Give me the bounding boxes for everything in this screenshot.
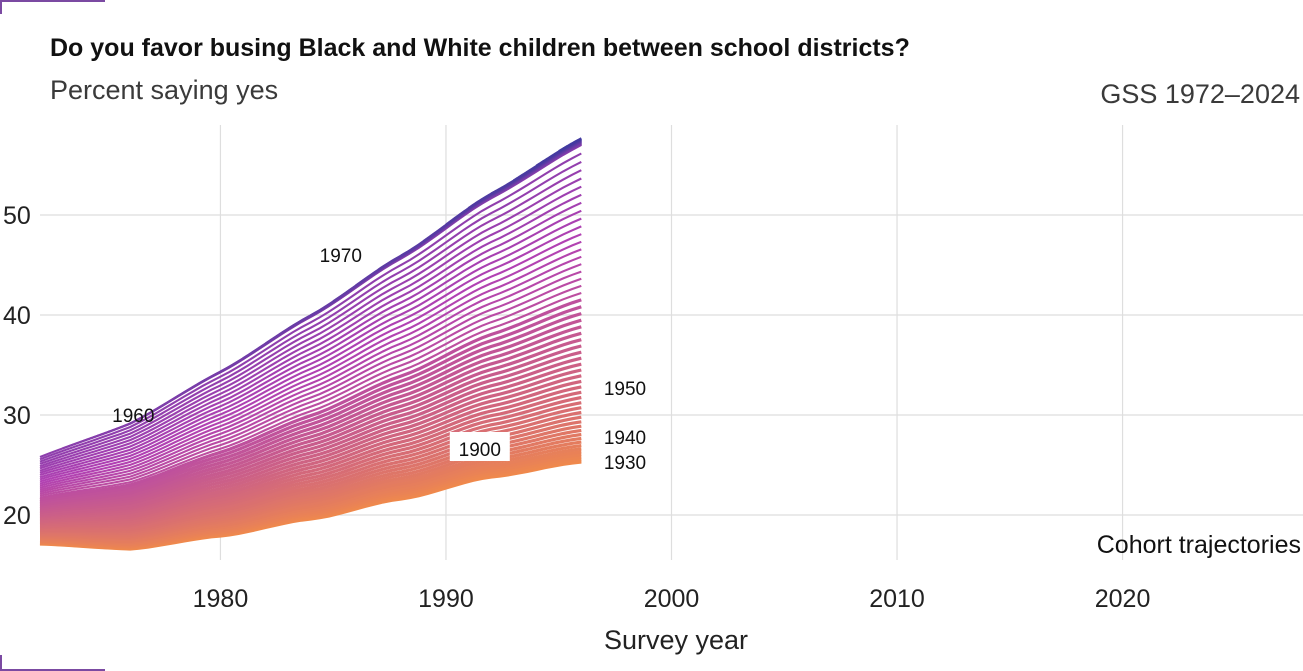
cohort-line-1942 bbox=[39, 240, 582, 485]
x-tick-label-2010: 2010 bbox=[869, 585, 925, 613]
cohort-line-1924 bbox=[39, 362, 582, 519]
panel-label: Cohort trajectories bbox=[1097, 531, 1301, 559]
cohort-line-1930 bbox=[39, 325, 582, 509]
corner-mark-bottom bbox=[0, 669, 105, 671]
cohort-line-1921 bbox=[39, 379, 582, 524]
corner-mark-bottom-vertical bbox=[0, 655, 2, 671]
cohort-line-1936 bbox=[39, 284, 582, 497]
cohort-line-1953 bbox=[39, 152, 582, 461]
cohort-line-1917 bbox=[39, 401, 582, 530]
cohort-line-1923 bbox=[39, 368, 582, 521]
cohort-label-1950: 1950 bbox=[604, 379, 646, 400]
cohort-line-1925 bbox=[39, 356, 582, 518]
cohort-line-1950 bbox=[39, 177, 582, 468]
cohort-line-1952 bbox=[39, 160, 582, 463]
x-axis-title: Survey year bbox=[604, 625, 748, 655]
cohort-line-1977 bbox=[558, 137, 582, 153]
cohort-line-1929 bbox=[39, 331, 582, 511]
cohort-line-1943 bbox=[39, 233, 582, 483]
cohort-line-1949 bbox=[39, 185, 582, 470]
cohort-line-1919 bbox=[39, 390, 582, 527]
cohort-line-1926 bbox=[39, 350, 582, 516]
cohort-labels: 1900 1930 1940 1950 1960 1970 bbox=[112, 246, 646, 474]
cohort-line-1935 bbox=[39, 292, 582, 499]
cohort-line-1940 bbox=[39, 255, 582, 489]
cohort-line-1938 bbox=[39, 270, 582, 493]
cohort-line-1933 bbox=[39, 305, 582, 503]
cohort-line-1947 bbox=[39, 201, 582, 474]
cohort-label-background-1900 bbox=[449, 432, 510, 461]
x-tick-label-2020: 2020 bbox=[1095, 585, 1151, 613]
x-tick-label-1980: 1980 bbox=[193, 585, 249, 613]
cohort-label-1900: 1900 bbox=[459, 440, 501, 461]
cohort-line-1951 bbox=[39, 169, 582, 465]
cohort-label-1970: 1970 bbox=[320, 246, 362, 267]
chart-source: GSS 1972–2024 bbox=[1100, 79, 1300, 109]
chart-subtitle: Percent saying yes bbox=[50, 75, 279, 105]
cohort-line-1945 bbox=[39, 217, 582, 479]
cohort-line-1948 bbox=[39, 193, 582, 472]
cohort-label-1930: 1930 bbox=[604, 453, 646, 474]
cohort-lines bbox=[39, 137, 582, 551]
y-tick-label-20: 20 bbox=[3, 502, 31, 530]
y-tick-label-30: 30 bbox=[3, 402, 31, 430]
cohort-line-1946 bbox=[39, 209, 582, 477]
cohort-line-1922 bbox=[39, 374, 582, 522]
cohort-label-1940: 1940 bbox=[604, 428, 646, 449]
cohort-line-1918 bbox=[39, 395, 582, 528]
cohort-line-1937 bbox=[39, 277, 582, 495]
y-tick-label-50: 50 bbox=[3, 202, 31, 230]
cohort-line-1939 bbox=[39, 263, 582, 491]
corner-mark-top-vertical bbox=[0, 0, 2, 14]
cohort-line-1941 bbox=[39, 248, 582, 487]
y-tick-label-40: 40 bbox=[3, 302, 31, 330]
cohort-line-1932 bbox=[39, 312, 582, 505]
corner-mark-top bbox=[0, 0, 105, 2]
cohort-line-1920 bbox=[39, 385, 582, 525]
cohort-line-1928 bbox=[39, 338, 582, 512]
chart-title: Do you favor busing Black and White chil… bbox=[50, 34, 910, 62]
cohort-line-1916 bbox=[39, 406, 582, 531]
cohort-label-1960: 1960 bbox=[112, 406, 154, 427]
x-tick-label-2000: 2000 bbox=[644, 585, 700, 613]
cohort-line-1934 bbox=[39, 298, 582, 502]
cohort-line-1927 bbox=[39, 344, 582, 514]
cohort-line-1944 bbox=[39, 225, 582, 481]
x-tick-label-1990: 1990 bbox=[418, 585, 474, 613]
cohort-line-1931 bbox=[39, 318, 582, 507]
